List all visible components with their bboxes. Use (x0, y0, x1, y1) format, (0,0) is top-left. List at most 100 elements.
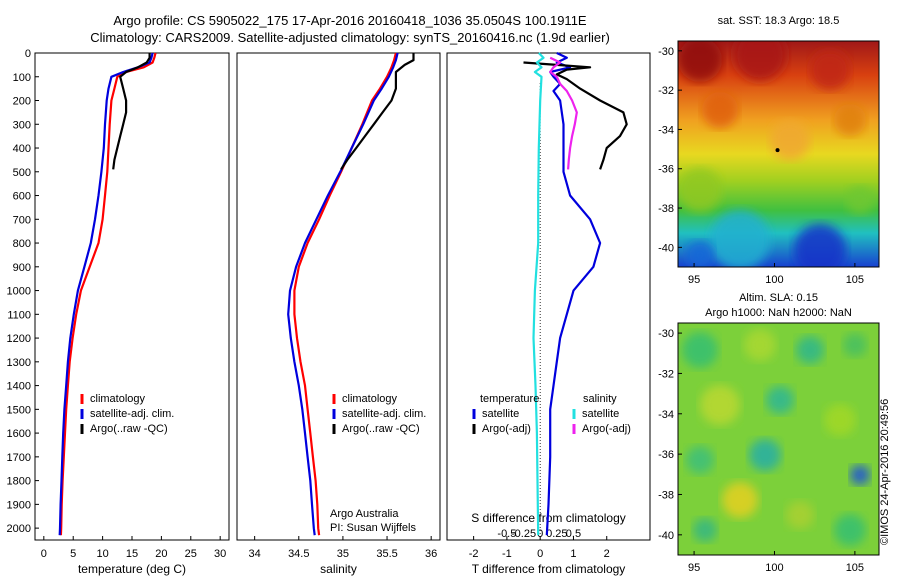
map-1-title: sat. SST: 18.3 Argo: 18.5 (718, 15, 840, 27)
map-latitude-label: -38 (658, 489, 674, 501)
sst-blob (686, 241, 714, 267)
depth-tick-label: 1600 (7, 428, 31, 440)
depth-tick-label: 700 (13, 214, 31, 226)
map-longitude-label: 95 (688, 562, 700, 574)
series-line-satellite-adj-clim- (58, 52, 154, 536)
map-latitude-label: -38 (658, 203, 674, 215)
legend-label: satellite (482, 408, 519, 420)
depth-tick-label: 900 (13, 262, 31, 274)
depth-tick-label: 0 (25, 48, 31, 60)
map-latitude-label: -36 (658, 449, 674, 461)
map-latitude-label: -34 (658, 409, 674, 421)
depth-tick-label: 2000 (7, 523, 31, 535)
panel-2-xlabel: salinity (320, 562, 357, 576)
map-2-title: Argo h1000: NaN h2000: NaN (705, 307, 852, 319)
panel-3-top-tick-label: -0.25 (511, 528, 536, 540)
depth-tick-label: 1400 (7, 381, 31, 393)
series-line-climatology (293, 52, 397, 536)
legend-group-title: salinity (583, 393, 617, 405)
sst-blob (770, 120, 810, 160)
panel-1-xtick-label: 10 (96, 548, 108, 560)
panel-1-xtick-label: 30 (214, 548, 226, 560)
map-longitude-label: 95 (688, 274, 700, 286)
legend-label: satellite-adj. clim. (342, 408, 426, 420)
map-latitude-label: -32 (658, 85, 674, 97)
panel-1-xtick-label: 20 (155, 548, 167, 560)
legend-label: satellite (582, 408, 619, 420)
depth-tick-label: 100 (13, 72, 31, 84)
map-1-field (678, 41, 879, 267)
legend-label: satellite-adj. clim. (90, 408, 174, 420)
map-longitude-label: 100 (765, 562, 783, 574)
legend-label: Argo(-adj) (582, 423, 631, 435)
map-2-frame (677, 322, 880, 556)
depth-tick-label: 500 (13, 167, 31, 179)
institution-annotation: PI: Susan Wijffels (330, 522, 416, 534)
sla-blob (686, 446, 714, 474)
sst-blob (834, 104, 866, 136)
panel-3-top-tick-label: 0.5 (566, 528, 581, 540)
map-latitude-label: -40 (658, 242, 674, 254)
depth-tick-label: 300 (13, 119, 31, 131)
panel-3-top-tick-label: 0 (537, 528, 543, 540)
panel-2-xtick-label: 36 (425, 548, 437, 560)
sst-blob (846, 186, 874, 214)
series-line-s-satellite (532, 52, 545, 536)
sla-blob (744, 329, 776, 361)
depth-tick-label: 1800 (7, 476, 31, 488)
map-longitude-label: 105 (846, 562, 864, 574)
depth-tick-label: 1500 (7, 404, 31, 416)
sla-blob (834, 514, 866, 546)
sla-blob (766, 386, 794, 414)
sst-blob (710, 210, 770, 267)
legend-label: Argo(-adj) (482, 423, 531, 435)
sla-blob (700, 385, 740, 425)
map-longitude-label: 105 (846, 274, 864, 286)
series-line-argo-raw-qc- (112, 53, 151, 170)
legend-label: Argo(..raw -QC) (342, 423, 420, 435)
sst-blob (734, 41, 786, 81)
figure-title-line2: Climatology: CARS2009. Satellite-adjuste… (90, 30, 610, 45)
figure-title-line1: Argo profile: CS 5905022_175 17-Apr-2016… (113, 13, 587, 28)
legend-label: climatology (342, 393, 398, 405)
depth-tick-label: 1900 (7, 499, 31, 511)
sst-blob (702, 92, 738, 128)
sla-blob (843, 333, 867, 357)
series-line-climatology (59, 52, 157, 536)
series-line-s-argo-adj- (549, 56, 578, 170)
panel-2-frame (236, 52, 441, 541)
panel-1-xtick-label: 15 (126, 548, 138, 560)
panel-3-top-tick-label: -0.5 (497, 528, 516, 540)
map-latitude-label: -36 (658, 164, 674, 176)
legend-label: climatology (90, 393, 146, 405)
panel-3-xtick-label: -2 (469, 548, 479, 560)
panel-3-top-tick-label: 0.25 (546, 528, 567, 540)
map-latitude-label: -40 (658, 530, 674, 542)
panel-1-xlabel: temperature (deg C) (78, 562, 186, 576)
panel-3-xtick-label: 1 (570, 548, 576, 560)
depth-tick-label: 1700 (7, 452, 31, 464)
panel-2-xtick-label: 34.5 (288, 548, 309, 560)
panel-3-xtick-label: -1 (502, 548, 512, 560)
map-latitude-label: -30 (658, 46, 674, 58)
panel-2-xtick-label: 34 (249, 548, 261, 560)
sla-blob (824, 404, 856, 436)
panel-2-xtick-label: 35 (337, 548, 349, 560)
sla-blob (786, 501, 814, 529)
panel-3-xtick-label: 0 (537, 548, 543, 560)
map-latitude-label: -34 (658, 124, 674, 136)
panel-3-xlabel: T difference from climatology (472, 562, 626, 576)
panel-1-xtick-label: 5 (70, 548, 76, 560)
sst-blob (678, 41, 722, 82)
panel-3-frame (446, 52, 651, 541)
map-latitude-label: -30 (658, 328, 674, 340)
depth-tick-label: 1000 (7, 286, 31, 298)
depth-tick-label: 1300 (7, 357, 31, 369)
series-line-argo-raw-qc- (340, 53, 415, 171)
depth-tick-label: 200 (13, 96, 31, 108)
series-line-t-argo-adj- (523, 61, 628, 170)
panel-3-xtick-label: 2 (604, 548, 610, 560)
credit-text: ©IMOS 24-Apr-2016 20:49:56 (879, 398, 891, 545)
depth-tick-label: 400 (13, 143, 31, 155)
